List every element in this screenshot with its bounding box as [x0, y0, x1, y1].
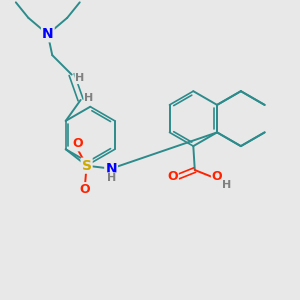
Text: N: N — [42, 27, 54, 41]
Text: O: O — [212, 170, 223, 183]
Text: O: O — [80, 183, 90, 196]
Text: O: O — [167, 170, 178, 183]
Text: S: S — [82, 159, 92, 173]
Text: H: H — [84, 93, 94, 103]
Text: H: H — [107, 173, 116, 183]
Text: H: H — [75, 73, 85, 83]
Text: O: O — [72, 137, 83, 150]
Text: N: N — [105, 162, 117, 176]
Text: H: H — [221, 180, 231, 190]
